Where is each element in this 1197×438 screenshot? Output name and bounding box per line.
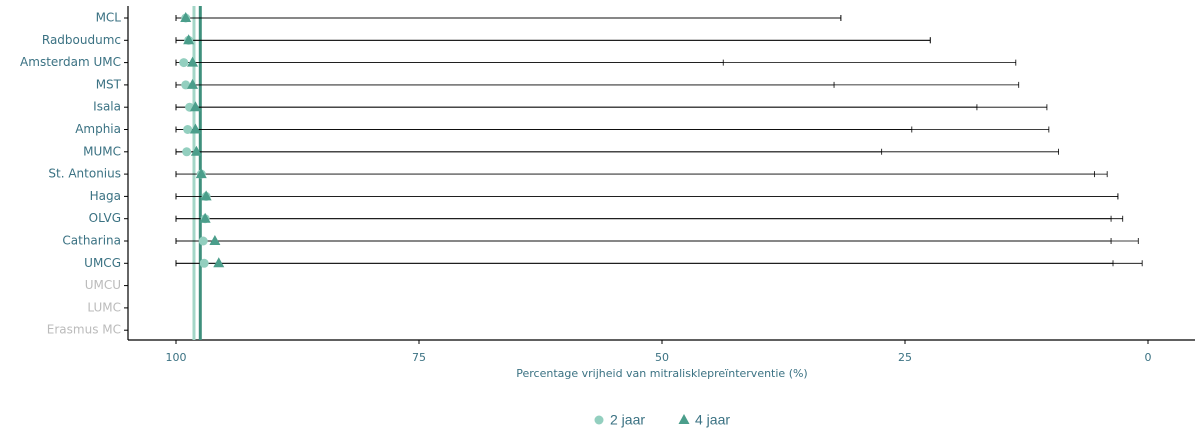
error-bar: [175, 193, 1119, 200]
y-tick-label: Radboudumc: [42, 33, 121, 47]
point: [199, 258, 209, 268]
y-tick-label: MCL: [96, 11, 122, 25]
y-tick-label: UMCU: [85, 278, 121, 292]
x-tick-label: 100: [166, 351, 187, 364]
y-tick-label: MUMC: [83, 144, 121, 158]
point: [180, 12, 192, 22]
legend-label: 2 jaar: [610, 412, 645, 428]
error-bar: [175, 37, 931, 44]
point: [189, 101, 201, 112]
point: [183, 125, 193, 134]
error-bar: [175, 215, 1124, 222]
legend-marker: [594, 415, 604, 425]
error-bar: [175, 15, 842, 21]
x-axis-label: Percentage vrijheid van mitralisklepreïn…: [516, 367, 807, 380]
y-tick-label: Isala: [93, 100, 121, 114]
y-tick-label: St. Antonius: [48, 167, 121, 181]
point: [183, 34, 195, 45]
point: [209, 235, 221, 245]
y-tick-label: Amphia: [75, 122, 121, 136]
legend-marker: [678, 414, 690, 424]
point: [195, 168, 207, 179]
point: [182, 147, 192, 157]
error-bar: [175, 81, 1020, 88]
error-bar: [175, 126, 1050, 133]
point: [187, 78, 199, 89]
error-bar: [175, 260, 1143, 267]
x-tick-label: 25: [898, 351, 912, 364]
point: [199, 212, 211, 223]
y-tick-label: Erasmus MC: [47, 323, 121, 337]
legend-label: 4 jaar: [695, 412, 730, 428]
y-tick-label: UMCG: [84, 256, 121, 270]
error-bar: [175, 238, 1139, 244]
error-bar: [175, 148, 1059, 155]
y-tick-label: Catharina: [62, 234, 121, 248]
error-bar: [175, 171, 1108, 178]
point: [198, 236, 208, 246]
x-tick-label: 50: [655, 351, 669, 364]
point: [187, 56, 199, 67]
y-tick-label: MST: [96, 77, 122, 91]
point: [190, 145, 202, 156]
point: [200, 190, 212, 201]
point: [213, 257, 225, 268]
y-tick-label: OLVG: [89, 211, 121, 225]
y-tick-label: Amsterdam UMC: [20, 55, 121, 69]
x-tick-label: 75: [412, 351, 426, 364]
point: [189, 123, 201, 134]
y-tick-label: Haga: [90, 189, 121, 203]
x-tick-label: 0: [1145, 351, 1152, 364]
error-bar: [175, 59, 1017, 66]
y-tick-label: LUMC: [87, 300, 121, 314]
point: [179, 58, 189, 68]
point: [181, 80, 191, 90]
error-bar: [175, 104, 1048, 111]
